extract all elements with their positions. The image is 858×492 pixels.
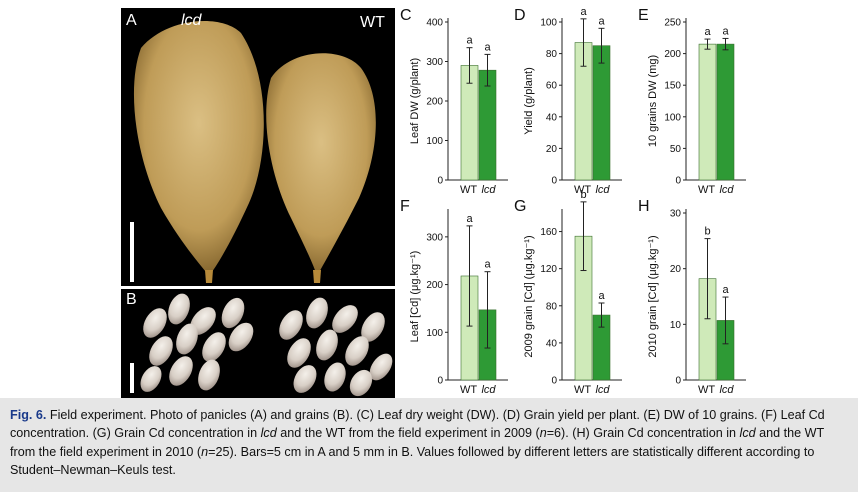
significance-letter-f-lcd: a	[484, 259, 491, 271]
panel-label-g: G	[514, 198, 526, 215]
y-tick-label-e-0: 0	[675, 176, 681, 187]
grain-photo: B	[121, 289, 395, 398]
x-tick-label-d-lcd: lcd	[595, 184, 610, 196]
y-axis-label-f: Leaf [Cd] (μg.kg⁻¹)	[409, 251, 421, 343]
panicle-photo: A lcd WT	[121, 8, 395, 286]
y-axis-label-g: 2009 grain [Cd] (μg.kg⁻¹)	[523, 235, 535, 357]
y-tick-label-d-2: 40	[546, 112, 558, 123]
x-tick-label-f-wt: WT	[460, 384, 477, 396]
significance-letter-h-lcd: a	[722, 284, 729, 296]
y-tick-label-g-2: 80	[546, 301, 558, 312]
y-tick-label-g-3: 120	[540, 264, 557, 275]
caption-part-2: and the WT from the field experiment in …	[276, 426, 540, 441]
x-tick-label-h-lcd: lcd	[719, 384, 734, 396]
y-axis-label-c: Leaf DW (g/plant)	[409, 58, 421, 144]
y-tick-label-e-5: 250	[664, 18, 681, 29]
y-tick-label-f-0: 0	[437, 376, 443, 387]
y-tick-label-e-3: 150	[664, 81, 681, 92]
x-tick-label-d-wt: WT	[574, 184, 591, 196]
y-tick-label-h-3: 30	[670, 209, 682, 220]
y-axis-label-e: 10 grains DW (mg)	[647, 55, 659, 147]
caption-lcd-2: lcd	[739, 426, 756, 441]
panel-label-e: E	[638, 7, 649, 24]
y-tick-label-c-4: 400	[426, 18, 443, 29]
significance-letter-e-lcd: a	[722, 25, 729, 37]
y-tick-label-f-3: 300	[426, 232, 443, 243]
y-tick-label-c-3: 300	[426, 57, 443, 68]
y-tick-label-d-4: 80	[546, 49, 558, 60]
y-tick-label-f-1: 100	[426, 328, 443, 339]
significance-letter-d-wt: a	[580, 6, 587, 18]
y-tick-label-e-2: 100	[664, 112, 681, 123]
bar-c-lcd	[478, 69, 497, 181]
x-tick-label-h-wt: WT	[698, 384, 715, 396]
significance-letter-g-lcd: a	[598, 290, 605, 302]
significance-letter-c-wt: a	[466, 35, 473, 47]
y-tick-label-g-1: 40	[546, 338, 558, 349]
y-tick-label-d-5: 100	[540, 18, 557, 29]
y-tick-label-g-0: 0	[551, 376, 557, 387]
x-tick-label-e-wt: WT	[698, 184, 715, 196]
figure-caption: Fig. 6. Field experiment. Photo of panic…	[0, 398, 858, 492]
y-tick-label-g-4: 160	[540, 227, 557, 238]
panel-label-a: A	[126, 12, 137, 29]
x-tick-label-g-lcd: lcd	[595, 384, 610, 396]
caption-part-1: Field experiment. Photo of panicles (A) …	[10, 408, 825, 441]
significance-letter-d-lcd: a	[598, 15, 605, 27]
caption-figure-number: Fig. 6.	[10, 408, 47, 422]
y-axis-label-h: 2010 grain [Cd] (μg.kg⁻¹)	[647, 235, 659, 357]
caption-part-4: and the WT from the field experiment in …	[10, 426, 825, 459]
panel-label-b: B	[126, 291, 137, 308]
lcd-label: lcd	[181, 12, 202, 29]
panel-label-d: D	[514, 7, 526, 24]
y-tick-label-d-1: 20	[546, 144, 558, 155]
x-tick-label-c-wt: WT	[460, 184, 477, 196]
caption-n-2: n	[201, 444, 209, 459]
y-tick-label-d-3: 60	[546, 81, 558, 92]
panel-label-c: C	[400, 7, 412, 24]
caption-part-5: =25). Bars=5 cm in A and 5 mm in B. Valu…	[10, 444, 815, 478]
wt-label: WT	[360, 14, 385, 31]
y-tick-label-h-1: 10	[670, 320, 682, 331]
y-tick-label-c-0: 0	[437, 176, 443, 187]
significance-letter-h-wt: b	[704, 226, 710, 238]
y-tick-label-h-2: 20	[670, 264, 682, 275]
panel-label-h: H	[638, 198, 650, 215]
caption-lcd-1: lcd	[260, 426, 277, 441]
y-tick-label-h-0: 0	[675, 376, 681, 387]
panicle-image	[133, 21, 376, 283]
grain-image	[140, 293, 393, 397]
y-tick-label-d-0: 0	[551, 176, 557, 187]
y-tick-label-e-4: 200	[664, 49, 681, 60]
bar-d-lcd	[592, 45, 611, 181]
scale-bar-b	[130, 363, 134, 393]
y-tick-label-e-1: 50	[670, 144, 682, 155]
y-tick-label-c-1: 100	[426, 136, 443, 147]
scale-bar-a	[130, 222, 134, 282]
caption-part-3: =6). (H) Grain Cd concentration in	[546, 426, 740, 441]
significance-letter-f-wt: a	[466, 213, 473, 225]
bar-e-wt	[698, 43, 717, 181]
x-tick-label-c-lcd: lcd	[481, 184, 496, 196]
panel-label-f: F	[400, 198, 410, 215]
significance-letter-e-wt: a	[704, 26, 711, 38]
y-tick-label-c-2: 200	[426, 97, 443, 108]
significance-letter-g-wt: b	[580, 189, 586, 201]
caption-text: Fig. 6. Field experiment. Photo of panic…	[10, 406, 846, 480]
y-axis-label-d: Yield (g/plant)	[523, 67, 535, 134]
x-tick-label-f-lcd: lcd	[481, 384, 496, 396]
x-tick-label-g-wt: WT	[574, 384, 591, 396]
y-tick-label-f-2: 200	[426, 280, 443, 291]
significance-letter-c-lcd: a	[484, 41, 491, 53]
caption-n-1: n	[539, 426, 547, 441]
x-tick-label-e-lcd: lcd	[719, 184, 734, 196]
bar-e-lcd	[716, 43, 735, 181]
